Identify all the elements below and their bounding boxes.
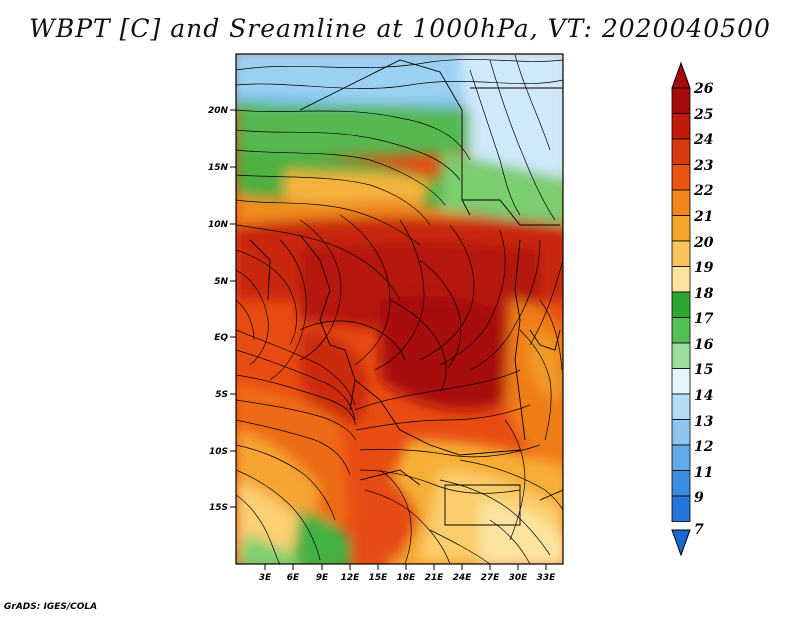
colorbar-swatch [671,291,691,318]
longitude-axis [264,564,547,570]
colorbar-label: 17 [694,311,714,327]
colorbar-label: 20 [693,235,714,251]
colorbar-swatch [671,393,691,420]
colorbar-top-arrow [671,61,691,89]
lon-label-21e: 21E [425,573,445,583]
colorbar-swatch [671,444,691,471]
lon-label-12e: 12E [341,573,361,583]
colorbar-label: 7 [694,522,704,538]
lon-label-18e: 18E [397,573,417,583]
colorbar-swatch [671,419,691,446]
colorbar-label: 24 [693,132,713,148]
colorbar-swatch [671,495,691,522]
colorbar-label: 22 [693,183,714,199]
colorbar-label: 11 [694,465,713,481]
colorbar-label: 21 [693,209,713,225]
lon-label-15e: 15E [369,573,389,583]
lat-label-20n: 20N [208,106,229,116]
colorbar-swatch [671,342,691,369]
colorbar-swatch [671,189,691,216]
lat-label-5s: 5S [215,390,228,400]
lon-label-30e: 30E [509,573,529,583]
colorbar-swatch [671,240,691,267]
colorbar-label: 13 [694,414,714,430]
colorbar-bottom-arrow [671,529,691,557]
colorbar-swatch [671,470,691,497]
latitude-axis [230,109,236,508]
longitude-labels: 3E 6E 9E 12E 15E 18E 21E 24E 27E 30E 33E [259,573,556,583]
grads-credit: GrADS: IGES/COLA [4,602,98,612]
colorbar-label: 25 [693,107,713,123]
lon-label-6e: 6E [287,573,300,583]
lon-label-9e: 9E [316,573,329,583]
colorbar-swatch [671,266,691,293]
temperature-field [236,54,563,564]
colorbar-label: 23 [693,158,714,174]
colorbar-label: 9 [694,490,704,506]
map-title: WBPT [C] and Sreamline at 1000hPa, VT: 2… [29,14,771,43]
colorbar-label: 12 [694,439,714,455]
colorbar: 26 25 24 23 22 21 20 19 18 17 16 15 14 1… [671,61,714,557]
colorbar-swatch [671,87,691,114]
lon-label-3e: 3E [259,573,272,583]
colorbar-swatch [671,138,691,165]
lon-label-27e: 27E [481,573,501,583]
lat-label-10s: 10S [209,447,228,457]
colorbar-label: 16 [694,337,714,353]
colorbar-swatch [671,368,691,395]
lat-label-15s: 15S [209,503,228,513]
colorbar-label: 14 [694,388,713,404]
lat-label-5n: 5N [214,277,228,287]
colorbar-swatch [671,215,691,242]
lat-label-15n: 15N [208,163,229,173]
lat-label-eq: EQ [214,333,228,343]
colorbar-swatch [671,113,691,140]
colorbar-swatch [671,164,691,191]
streamlines [236,54,563,564]
colorbar-label: 19 [694,260,714,276]
colorbar-label: 26 [693,81,714,97]
latitude-labels: 20N 15N 10N 5N EQ 5S 10S 15S [208,106,229,513]
map-frame [235,53,564,565]
lon-label-24e: 24E [453,573,473,583]
lon-label-33e: 33E [537,573,557,583]
lat-label-10n: 10N [208,220,229,230]
colorbar-label: 15 [694,362,713,378]
colorbar-swatch [671,317,691,344]
colorbar-label: 18 [694,286,714,302]
country-borders [249,59,563,526]
